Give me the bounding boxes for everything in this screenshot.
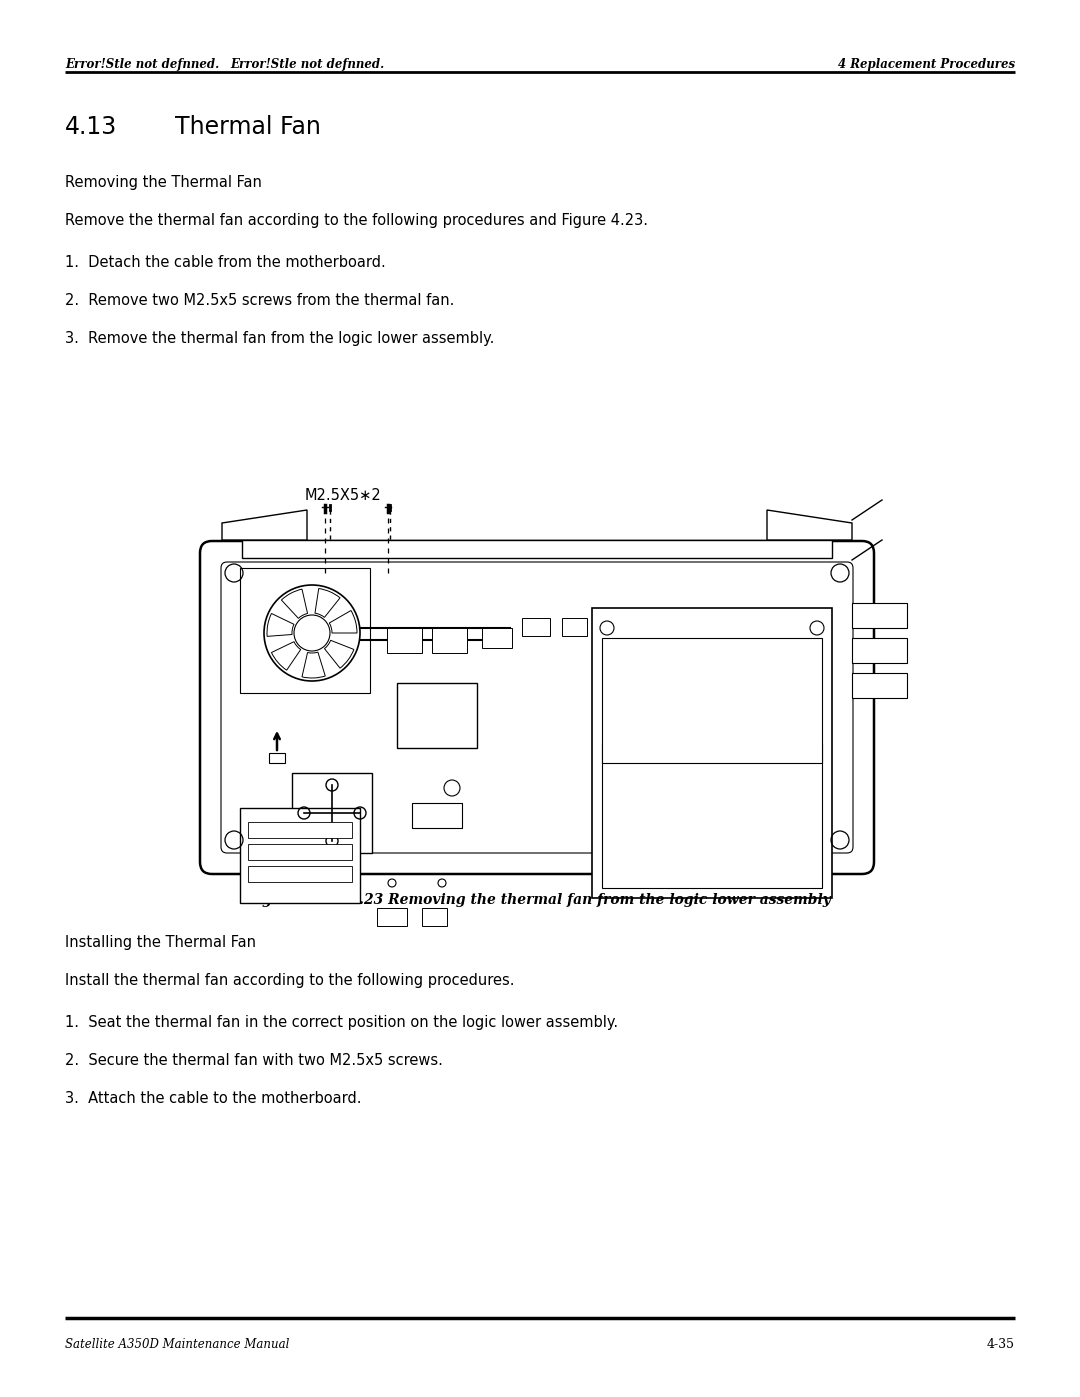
Polygon shape (222, 510, 307, 541)
Bar (522, 617, 550, 636)
Text: 2.  Remove two M2.5x5 screws from the thermal fan.: 2. Remove two M2.5x5 screws from the the… (65, 293, 455, 307)
Text: Figure: Figure (247, 893, 298, 907)
Bar (292, 773, 372, 854)
Text: Satellite A350D Maintenance Manual: Satellite A350D Maintenance Manual (65, 1338, 289, 1351)
Text: 4 Replacement Procedures: 4 Replacement Procedures (838, 59, 1015, 71)
Text: Remove the thermal fan according to the following procedures and Figure 4.23.: Remove the thermal fan according to the … (65, 212, 648, 228)
Text: Error!Stle not defnned.: Error!Stle not defnned. (65, 59, 219, 71)
Bar (602, 638, 822, 763)
Text: Thermal Fan: Thermal Fan (175, 115, 321, 138)
Bar (562, 617, 588, 636)
Bar (422, 908, 447, 926)
Wedge shape (329, 610, 357, 633)
Wedge shape (324, 640, 354, 668)
Bar (240, 807, 360, 902)
Bar (240, 569, 370, 693)
FancyBboxPatch shape (221, 562, 853, 854)
Wedge shape (282, 590, 308, 619)
Bar (269, 753, 285, 763)
Bar (248, 844, 352, 861)
Bar (242, 541, 832, 557)
Text: 4.13: 4.13 (65, 115, 118, 138)
Polygon shape (767, 510, 852, 541)
Text: 1.  Detach the cable from the motherboard.: 1. Detach the cable from the motherboard… (65, 256, 386, 270)
Bar (248, 866, 352, 882)
Text: Install the thermal fan according to the following procedures.: Install the thermal fan according to the… (65, 972, 514, 988)
Text: Removing the Thermal Fan: Removing the Thermal Fan (65, 175, 261, 190)
Bar (387, 629, 422, 652)
Bar (377, 908, 407, 926)
Text: Installing the Thermal Fan: Installing the Thermal Fan (65, 935, 256, 950)
Bar (248, 821, 352, 838)
Bar (602, 743, 822, 888)
Text: 2.  Secure the thermal fan with two M2.5x5 screws.: 2. Secure the thermal fan with two M2.5x… (65, 1053, 443, 1067)
Wedge shape (315, 588, 340, 617)
Bar (397, 683, 477, 747)
Text: 3.  Remove the thermal fan from the logic lower assembly.: 3. Remove the thermal fan from the logic… (65, 331, 495, 346)
Text: 3.  Attach the cable to the motherboard.: 3. Attach the cable to the motherboard. (65, 1091, 362, 1106)
Text: M2.5X5∗2: M2.5X5∗2 (305, 488, 381, 503)
Text: Error!Stle not defnned.: Error!Stle not defnned. (230, 59, 384, 71)
Wedge shape (271, 641, 300, 671)
Bar (852, 673, 907, 698)
Bar (852, 604, 907, 629)
Text: 1.  Seat the thermal fan in the correct position on the logic lower assembly.: 1. Seat the thermal fan in the correct p… (65, 1016, 618, 1030)
Bar (432, 629, 467, 652)
Text: 4-35: 4-35 (987, 1338, 1015, 1351)
Bar (852, 638, 907, 664)
Text: 4.23 Removing the thermal fan from the logic lower assembly: 4.23 Removing the thermal fan from the l… (330, 893, 831, 907)
Bar (482, 629, 512, 648)
Bar (592, 608, 832, 898)
Wedge shape (302, 652, 325, 678)
Bar (411, 803, 462, 828)
FancyBboxPatch shape (200, 541, 874, 875)
Wedge shape (267, 613, 294, 637)
